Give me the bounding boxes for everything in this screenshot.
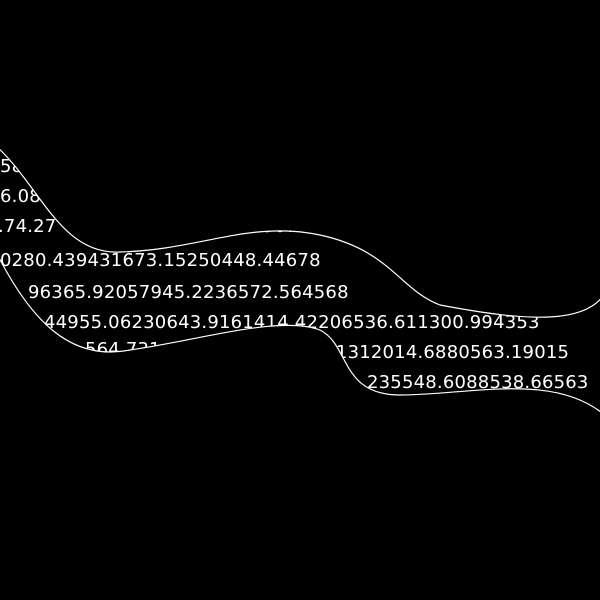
number-row: 0280.439431673.15250448.44678 — [0, 250, 321, 271]
number-row: 564.731 — [85, 339, 161, 360]
number-band: 58 6.08 .74.27 4.2503673 0280.439431673.… — [0, 156, 589, 393]
number-row: 235548.6088538.66563 — [367, 372, 589, 393]
upper-wave-line — [0, 149, 600, 318]
number-row: .1312014.6880563.19015 — [330, 342, 569, 363]
number-row: 58 — [0, 156, 23, 177]
number-row: 4.2503673 — [210, 216, 309, 237]
number-row: 44955.06230643.9161414.42206536.611300.9… — [44, 312, 540, 333]
number-row: .74.27 — [0, 216, 56, 237]
number-row: 6.08 — [0, 186, 41, 207]
lower-wave-line — [0, 258, 600, 413]
number-row: 96365.92057945.2236572.564568 — [28, 282, 349, 303]
